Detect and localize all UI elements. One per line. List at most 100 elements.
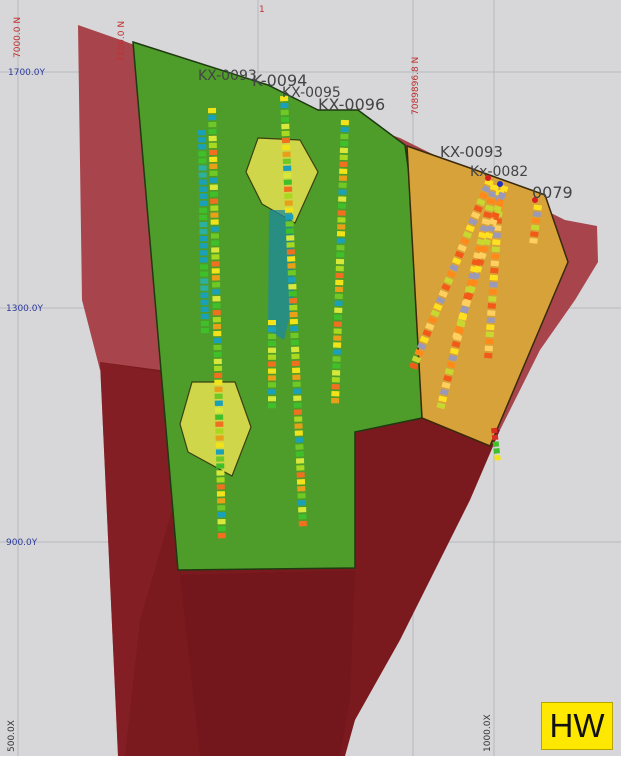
drillhole-segment — [464, 307, 466, 312]
northing-label: 7089896.8 N — [411, 57, 421, 115]
drillhole-segment — [450, 362, 451, 367]
drillhole-segment — [482, 253, 484, 258]
elevation-label: 1700.0Y — [8, 68, 45, 78]
drillhole-segment — [454, 349, 455, 354]
elevation-label: 1300.0Y — [6, 304, 43, 314]
drillhole-segment — [423, 337, 425, 342]
easting-label: 1000.0X — [483, 714, 493, 752]
drillhole-segment — [460, 320, 462, 325]
drillhole-segment — [485, 219, 486, 224]
drillhole-segment — [480, 240, 481, 245]
drillhole-segment — [421, 344, 423, 349]
drillhole-segment — [418, 350, 420, 355]
drillhole-segment — [445, 285, 447, 290]
drillhole-segment — [462, 313, 464, 318]
drillhole-segment — [437, 305, 439, 310]
drillhole-segment — [442, 291, 444, 296]
drillhole-segment — [429, 324, 431, 329]
drillhole-segment — [480, 200, 482, 205]
drillhole-segment — [487, 212, 488, 217]
drillhole-segment — [480, 260, 482, 265]
hole-label: KX-0096 — [318, 95, 385, 114]
drillhole-segment — [444, 390, 445, 395]
collar-marker — [497, 181, 503, 187]
drillhole-segment — [497, 455, 498, 460]
drillhole-segment — [535, 225, 536, 230]
drillhole-segment — [486, 240, 488, 245]
drillhole-segment — [413, 363, 415, 368]
drillhole-segment — [472, 219, 474, 224]
drillhole-segment — [453, 265, 455, 270]
drillhole-segment — [482, 233, 483, 238]
hanging-wall-label: HW — [550, 707, 605, 745]
drillhole-segment — [475, 273, 477, 278]
host-rock-shade — [180, 570, 355, 756]
drillhole-segment — [461, 246, 463, 251]
drillhole-segment — [534, 232, 535, 237]
drillhole-segment — [448, 278, 450, 283]
drillhole-segment — [488, 233, 490, 238]
drillhole-segment — [494, 185, 495, 190]
drillhole-segment — [496, 442, 497, 447]
drillhole-segment — [503, 186, 505, 191]
drillhole-segment — [426, 331, 428, 336]
drillhole-segment — [495, 213, 497, 218]
elevation-label: 900.0Y — [6, 538, 38, 548]
hanging-wall-badge: HW — [541, 702, 613, 750]
drillhole-segment — [447, 376, 448, 381]
drillhole-segment — [456, 333, 458, 338]
drillhole-segment — [496, 448, 497, 453]
drillhole-segment — [477, 206, 479, 211]
drillhole-segment — [434, 311, 436, 316]
drillhole-segment — [477, 253, 478, 258]
drillhole-segment — [456, 259, 458, 264]
drillhole-segment — [475, 213, 477, 218]
hole-label: KX-0093 — [198, 68, 257, 84]
drillhole-segment — [458, 252, 460, 257]
drillhole-segment — [490, 199, 491, 204]
northing-label: 7000.0 N — [13, 17, 23, 58]
drillhole-segment — [493, 220, 495, 225]
northing-label: 1 — [259, 5, 265, 15]
drillhole-segment — [477, 266, 479, 271]
drillhole-segment — [458, 327, 460, 332]
drillhole-segment — [455, 342, 456, 347]
drillhole-segment — [469, 293, 471, 298]
drillhole-segment — [471, 286, 473, 291]
drillhole-segment — [501, 193, 503, 198]
drillhole-segment — [485, 187, 487, 192]
drillhole-segment — [432, 318, 434, 323]
drillhole-segment — [536, 218, 537, 223]
drillhole-segment — [469, 226, 471, 231]
drillhole-segment — [484, 246, 486, 251]
drillhole-segment — [442, 396, 443, 401]
drillhole-segment — [464, 239, 466, 244]
drillhole-segment — [495, 435, 496, 440]
hole-label: 0079 — [532, 183, 573, 202]
drillhole-segment — [440, 403, 441, 408]
drillhole-segment — [490, 226, 492, 231]
drillhole-segment — [492, 192, 493, 197]
drillhole-segment — [489, 206, 490, 211]
northing-label: 7100.0 N — [117, 21, 127, 62]
drillhole-segment — [449, 369, 450, 374]
drillhole-segment — [494, 428, 495, 433]
drillhole-segment — [533, 238, 534, 243]
drillhole-segment — [450, 272, 452, 277]
hole-label: KX-0093 — [440, 143, 503, 161]
drillhole-segment — [440, 298, 442, 303]
drillhole-segment — [452, 356, 453, 361]
drillhole-segment — [483, 193, 485, 198]
drillhole-segment — [467, 232, 469, 237]
drillhole-segment — [466, 300, 468, 305]
drillhole-segment — [537, 212, 538, 217]
drillhole-segment — [473, 280, 475, 285]
drillhole-segment — [484, 226, 485, 231]
drillhole-segment — [497, 206, 499, 211]
hole-label: Kx-0082 — [470, 164, 528, 180]
drillhole-segment — [499, 199, 501, 204]
drillhole-segment — [537, 205, 538, 210]
drillhole-segment — [475, 260, 476, 265]
